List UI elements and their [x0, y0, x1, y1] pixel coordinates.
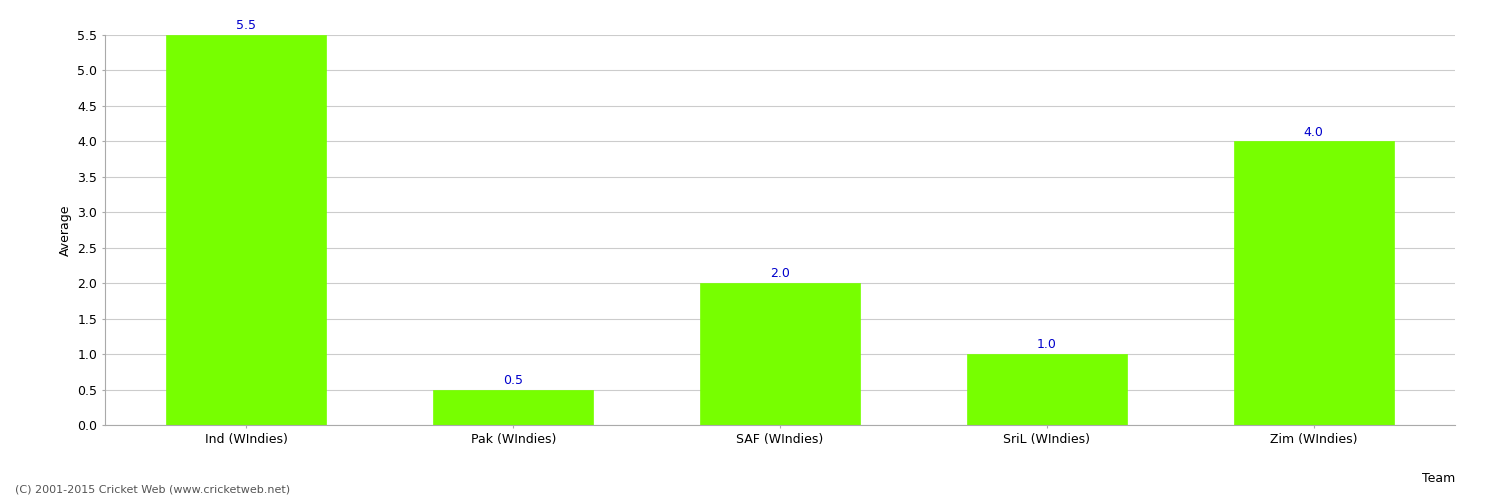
Bar: [166, 35, 327, 425]
Bar: [700, 283, 859, 425]
Text: 0.5: 0.5: [503, 374, 524, 386]
Bar: [433, 390, 592, 425]
Text: 2.0: 2.0: [770, 268, 790, 280]
Text: 5.5: 5.5: [237, 19, 256, 32]
Bar: [968, 354, 1126, 425]
Y-axis label: Average: Average: [58, 204, 72, 256]
Text: 1.0: 1.0: [1036, 338, 1056, 351]
Text: Team: Team: [1422, 472, 1455, 485]
Bar: [1233, 142, 1394, 425]
Text: 4.0: 4.0: [1304, 126, 1323, 138]
Text: (C) 2001-2015 Cricket Web (www.cricketweb.net): (C) 2001-2015 Cricket Web (www.cricketwe…: [15, 485, 290, 495]
